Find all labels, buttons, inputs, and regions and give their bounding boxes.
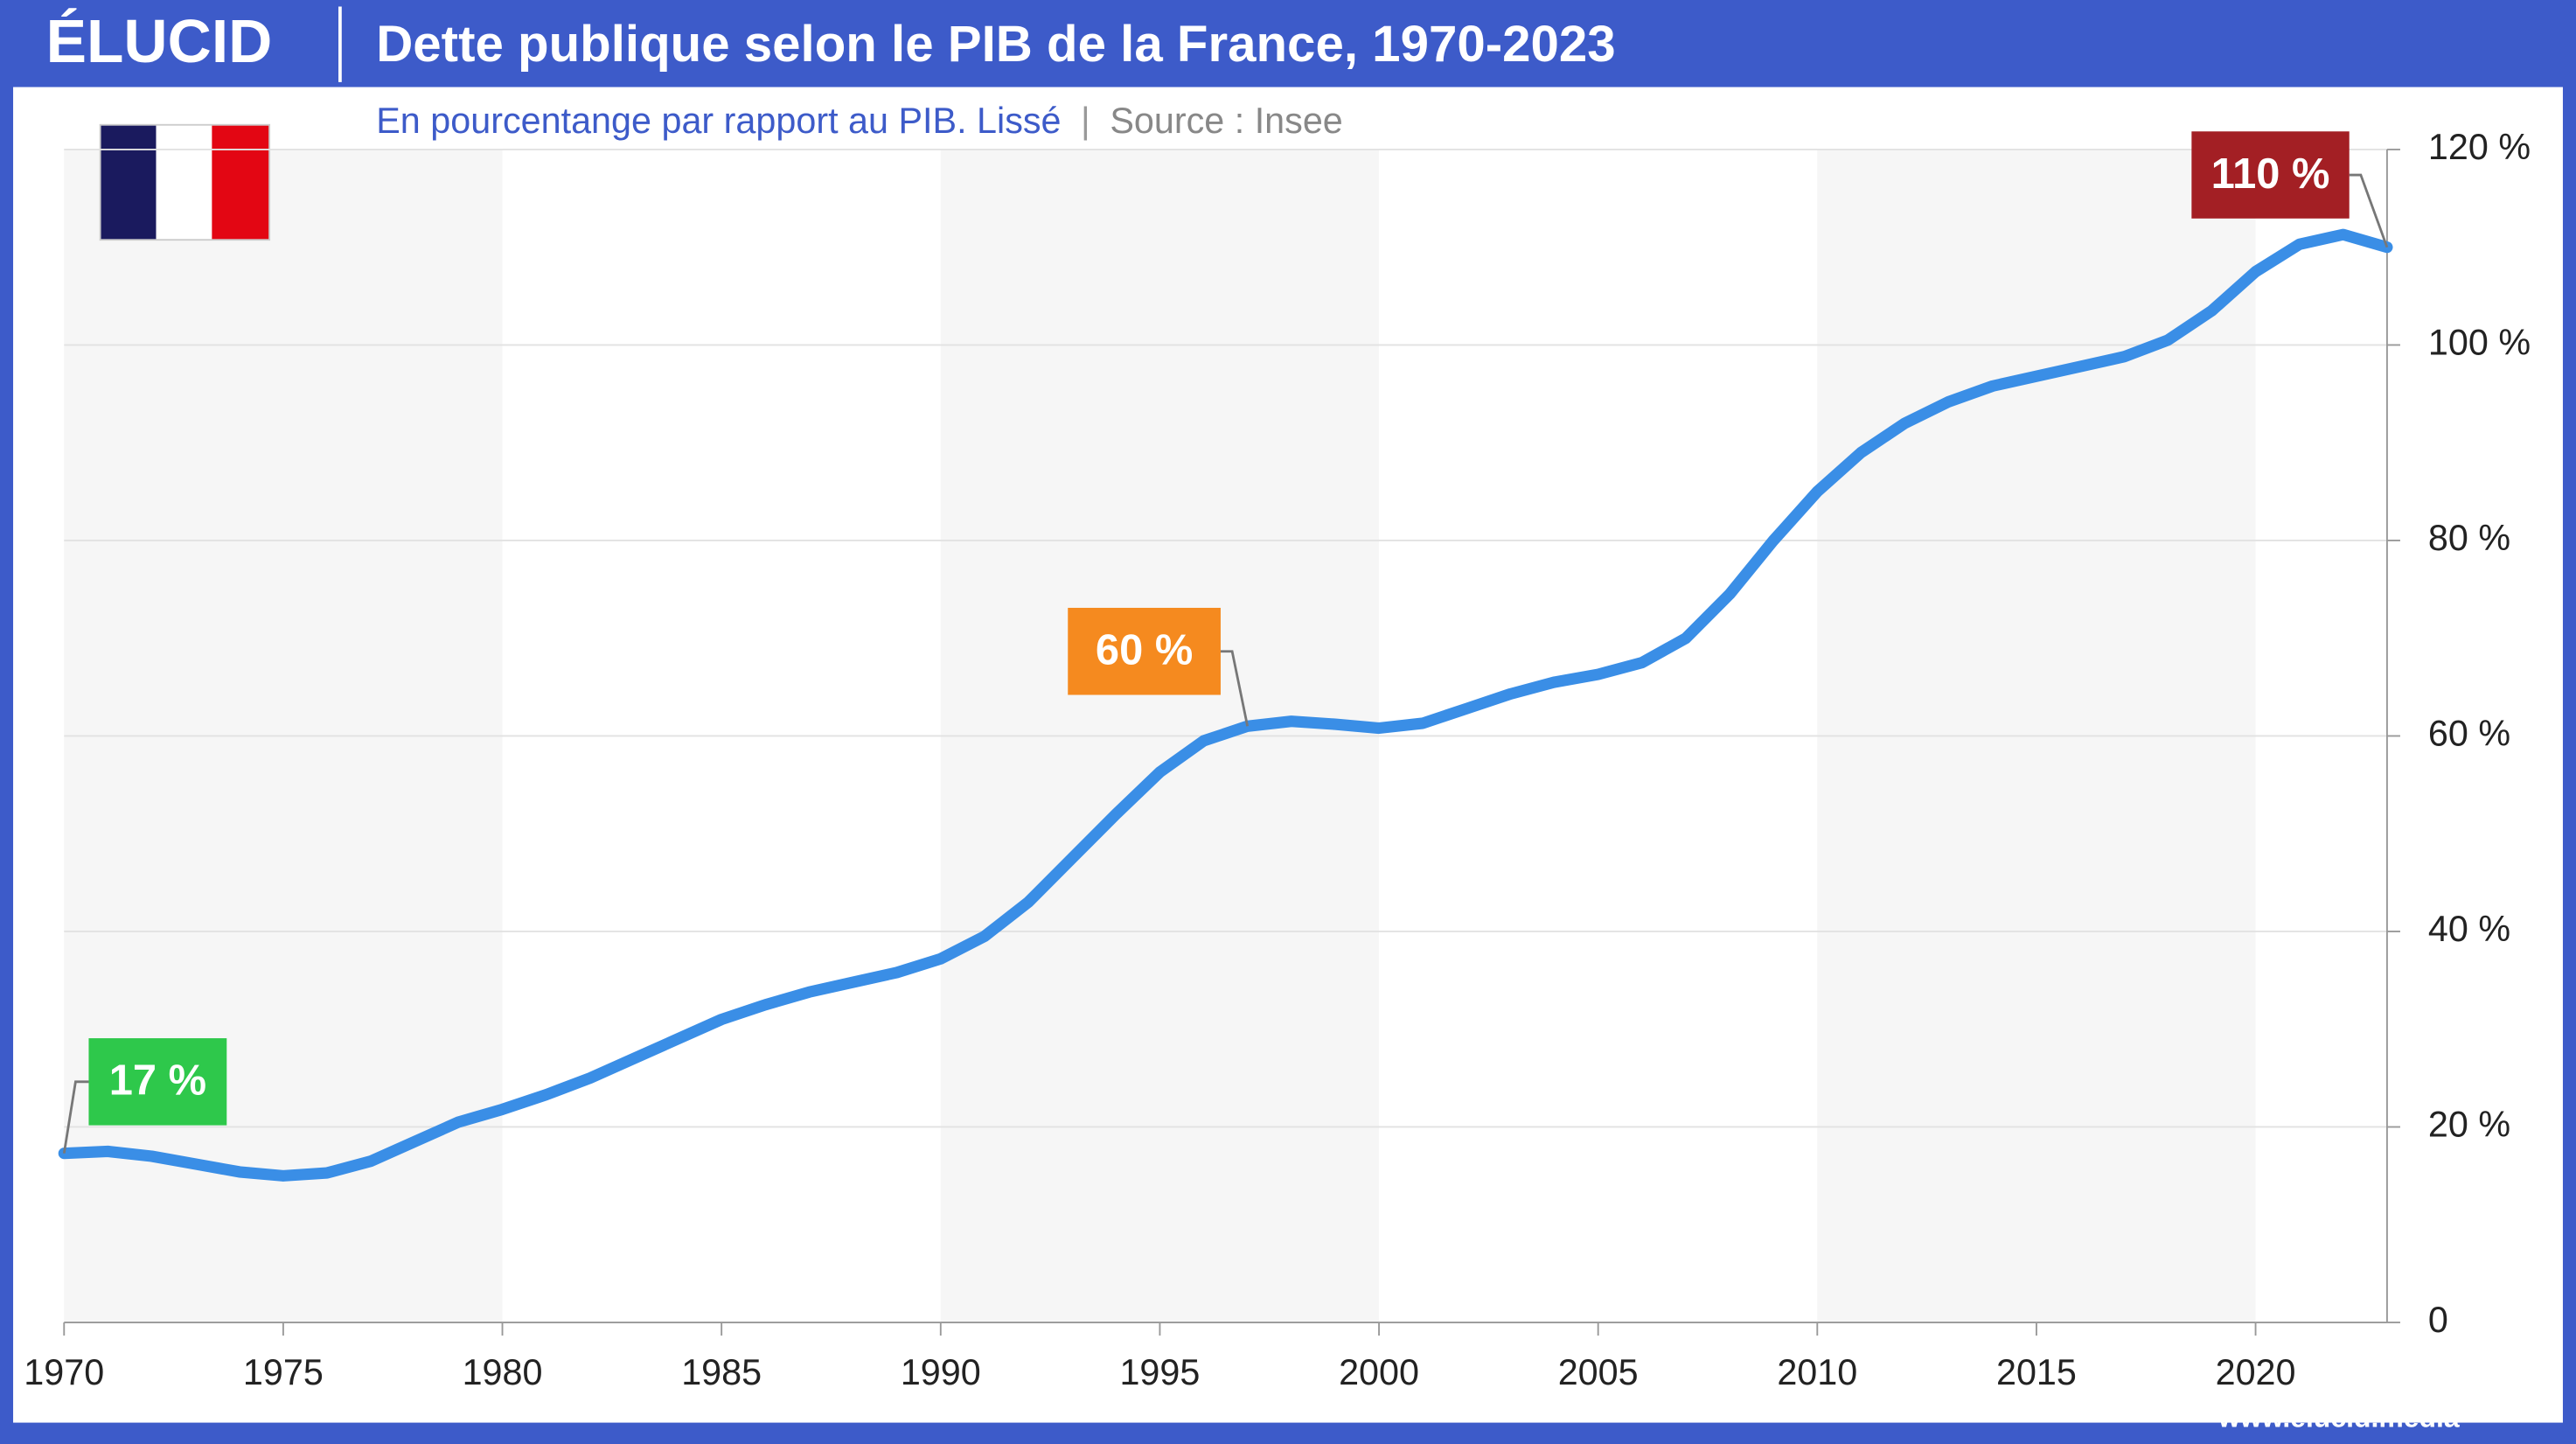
y-tick-label: 40 % (2428, 909, 2510, 949)
x-tick-label: 2000 (1339, 1352, 1419, 1392)
y-tick-label: 20 % (2428, 1104, 2510, 1144)
y-tick-label: 80 % (2428, 518, 2510, 558)
x-tick-label: 2015 (1996, 1352, 2077, 1392)
callout-pointer (1220, 650, 1250, 727)
x-tick-label: 2010 (1777, 1352, 1857, 1392)
flag (99, 123, 271, 241)
callout-box (2191, 131, 2350, 219)
x-tick-label: 1995 (1119, 1352, 1200, 1392)
x-tick-label: 2005 (1558, 1352, 1639, 1392)
flag-red (212, 124, 270, 241)
subtitle: En pourcentange par rapport au PIB. Liss… (376, 101, 1061, 141)
logo: ÉLUCID (46, 7, 273, 75)
callout-label: 110 % (2211, 150, 2330, 198)
y-tick-label: 60 % (2428, 713, 2510, 753)
flag-white (156, 124, 212, 241)
callout-box (1068, 607, 1221, 695)
flag-border (99, 123, 271, 241)
footer: www.elucid.media (2217, 1401, 2460, 1433)
x-tick-label: 1980 (463, 1352, 543, 1392)
subtitle-separator: | (1081, 101, 1090, 141)
chart-title: Dette publique selon le PIB de la France… (376, 16, 1615, 73)
y-tick-label: 100 % (2428, 322, 2531, 362)
y-tick-label: 0 (2428, 1300, 2448, 1340)
callout-box (88, 1038, 227, 1126)
line (58, 228, 2393, 1182)
callout-pointer (62, 1080, 89, 1154)
x-tick-label: 1990 (901, 1352, 981, 1392)
callout-label: 17 % (109, 1057, 206, 1105)
callout-label: 60 % (1096, 627, 1193, 674)
subtitle-line: En pourcentange par rapport au PIB. Liss… (376, 101, 1343, 141)
x-tick-label: 1985 (681, 1352, 762, 1392)
x-tick-label: 2020 (2216, 1352, 2296, 1392)
y-tick-label: 120 % (2428, 127, 2531, 167)
x-tick-label: 1975 (243, 1352, 324, 1392)
x-tick-label: 1970 (24, 1352, 104, 1392)
callout-pointer (2349, 173, 2389, 248)
flag-blue (100, 124, 157, 241)
source: Source : Insee (1110, 101, 1342, 141)
